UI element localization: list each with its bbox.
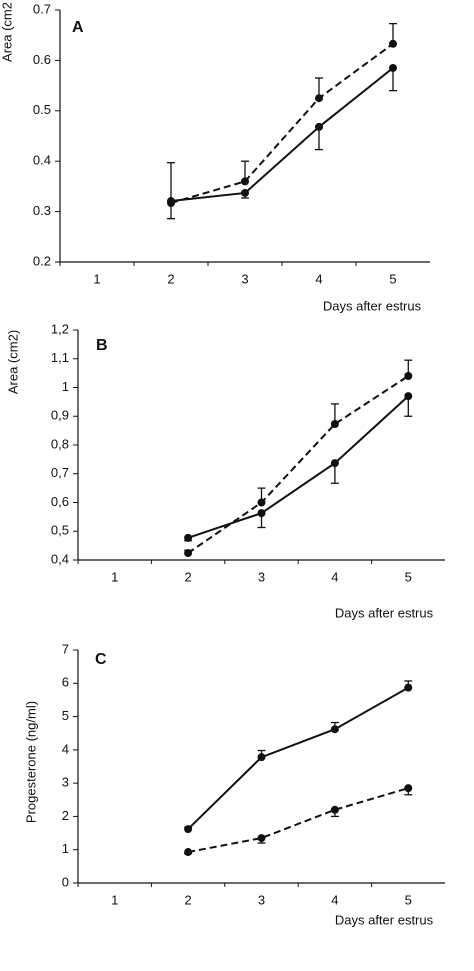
data-point [184,549,193,558]
series-line [170,67,394,203]
y-tick-label: 5 [62,708,69,723]
x-tick-label: 3 [258,892,265,907]
data-point [315,122,323,131]
data-point [257,753,266,762]
y-tick-label: 0.6 [33,52,51,67]
x-axis-label: Days after estrus [335,912,434,927]
data-point [167,197,175,206]
x-tick-label: 2 [184,892,191,907]
data-point [241,188,249,197]
data-point [330,420,339,429]
x-tick-label: 4 [331,892,338,907]
data-point [257,498,266,507]
x-tick-label: 5 [405,569,412,584]
panel-label: B [96,337,108,354]
data-point [257,509,266,518]
data-point [389,39,397,48]
data-point [389,63,397,72]
y-axis-label: Area (cm2) [5,330,20,394]
y-tick-label: 0.5 [33,102,51,117]
panel: 0.2 0.3 0.4 0.5 0.6 0.7 1 2 3 4 5 A Days after estru… [0,1,430,313]
data-point [404,784,413,793]
x-tick-label: 4 [331,569,338,584]
y-axis-label: Area (cm2 [0,2,14,62]
y-tick-label: 6 [62,675,69,690]
data-point [404,372,413,380]
x-tick-label: 3 [241,271,248,286]
series-line [187,787,409,854]
y-tick-label: 0.3 [33,203,51,218]
x-tick-label: 4 [315,271,322,286]
x-tick-label: 1 [111,892,118,907]
y-tick-label: 0,5 [51,523,69,538]
data-point [330,805,339,814]
series-line [187,375,409,554]
data-point [330,459,339,468]
y-tick-label: 4 [62,741,69,756]
x-tick-label: 1 [93,271,100,286]
x-tick-label: 3 [258,569,265,584]
y-tick-label: 0,8 [51,436,69,451]
data-point [257,834,266,843]
series-line [187,395,409,539]
data-point [184,825,193,834]
y-tick-label: 1,2 [51,321,69,336]
data-point [404,683,413,692]
y-tick-label: 3 [62,775,69,790]
y-tick-label: 0,4 [51,551,69,566]
y-tick-label: 1,1 [51,350,69,365]
x-tick-label: 2 [184,569,191,584]
x-tick-label: 5 [405,892,412,907]
y-tick-label: 0.2 [33,253,51,268]
x-tick-label: 1 [111,569,118,584]
y-tick-label: 1 [62,379,69,394]
y-tick-label: 0.4 [33,153,51,168]
x-axis-label: Days after estrus [335,605,434,620]
y-tick-label: 0,6 [51,494,69,509]
y-tick-label: 0.7 [33,1,51,16]
x-tick-label: 5 [389,271,396,286]
x-axis-label: Days after estrus [323,298,422,313]
data-point [315,94,323,103]
data-point [184,848,193,857]
data-point [241,177,249,186]
y-tick-label: 2 [62,808,69,823]
y-tick-label: 0,7 [51,465,69,480]
panel: 0 1 2 3 4 5 6 7 1 2 3 4 5 C Days after estrus Progester… [23,641,445,927]
x-tick-label: 2 [167,271,174,286]
y-tick-label: 7 [62,641,69,656]
error-bar [167,162,175,204]
panel: 0,4 0,5 0,6 0,7 0,8 0,9 1 1,1 1,2 1 2 3 4 5 B Days afte… [5,321,445,620]
panel-label: A [72,19,84,36]
data-point [184,533,193,542]
data-point [330,725,339,734]
y-tick-label: 1 [62,841,69,856]
data-point [404,392,413,401]
series-line [187,686,409,830]
y-tick-label: 0,9 [51,408,69,423]
y-axis-label: Progesterone (ng/ml) [23,701,38,823]
y-tick-label: 0 [62,874,69,889]
series-line [170,42,394,204]
panel-label: C [95,651,107,668]
